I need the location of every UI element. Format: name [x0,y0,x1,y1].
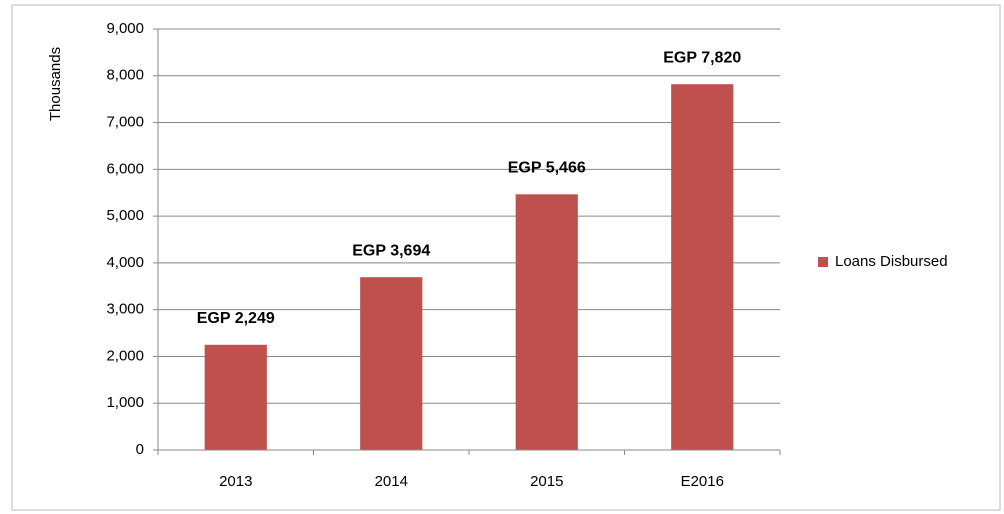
y-tick-label: 4,000 [106,254,144,271]
legend-swatch [818,257,828,267]
bar [515,194,578,450]
y-tick-label: 8,000 [106,67,144,84]
y-tick-label: 1,000 [106,394,144,411]
y-tick-label: 3,000 [106,301,144,318]
bar [671,84,734,450]
y-axis-label: Thousands [47,47,64,121]
y-tick-label: 7,000 [106,114,144,131]
legend-label: Loans Disbursed [835,253,948,270]
y-tick-label: 6,000 [106,160,144,177]
value-label: EGP 3,694 [352,242,430,259]
y-tick-label: 5,000 [106,207,144,224]
bar [360,277,423,450]
value-label: EGP 5,466 [508,160,586,177]
x-tick-label: E2016 [681,473,724,490]
y-tick-label: 9,000 [106,20,144,37]
y-tick-label: 0 [136,441,144,458]
value-label: EGP 2,249 [197,310,275,327]
value-label: EGP 7,820 [663,49,741,66]
x-tick-label: 2015 [530,473,563,490]
x-tick-label: 2013 [219,473,252,490]
y-tick-label: 2,000 [106,347,144,364]
x-tick-label: 2014 [375,473,408,490]
chart-frame [11,4,1001,511]
bar [204,344,267,450]
